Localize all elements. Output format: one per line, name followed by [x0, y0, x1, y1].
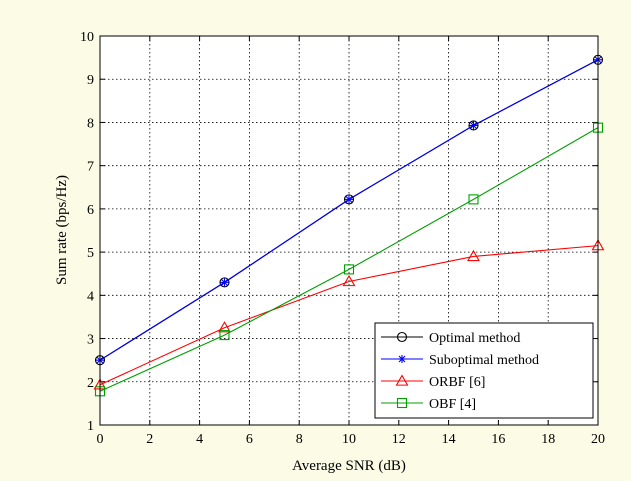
series-line	[99, 245, 599, 386]
y-tick-label: 3	[87, 333, 94, 348]
legend-item: Suboptimal method	[381, 353, 539, 368]
data-point-star	[345, 195, 353, 204]
y-tick-label: 10	[80, 30, 94, 45]
x-tick-label: 2	[146, 432, 153, 447]
legend-marker-star	[398, 355, 406, 363]
legend-item: ORBF [6]	[381, 374, 485, 390]
data-point-square	[219, 330, 230, 341]
y-tick-label: 4	[87, 289, 94, 304]
legend-label: OBF [4]	[429, 397, 476, 412]
legend-item: Optimal method	[381, 331, 520, 346]
y-tick-label: 7	[87, 160, 94, 175]
data-point-square	[343, 264, 355, 275]
x-tick-label: 18	[541, 432, 555, 447]
legend-label: ORBF [6]	[429, 375, 485, 390]
x-tick-label: 12	[392, 432, 406, 447]
x-tick-label: 14	[442, 432, 456, 447]
legend-box	[374, 322, 594, 419]
y-tick-label: 8	[87, 116, 94, 131]
legend-item: OBF [4]	[381, 397, 476, 412]
y-tick-label: 2	[87, 376, 94, 391]
data-point-circle	[219, 277, 230, 288]
data-point-star	[469, 121, 478, 130]
legend-marker-triangle	[395, 374, 409, 386]
data-point-triangle	[467, 249, 480, 262]
legend-label: Suboptimal method	[429, 353, 539, 368]
x-axis-title: Average SNR (dB)	[292, 458, 406, 474]
data-point-triangle	[342, 274, 356, 287]
x-tick-label: 6	[246, 432, 253, 447]
legend-marker-square	[396, 397, 408, 409]
y-tick-label: 9	[87, 73, 94, 88]
y-tick-label: 5	[87, 246, 94, 261]
x-tick-label: 10	[342, 432, 356, 447]
data-point-circle	[468, 120, 479, 131]
x-tick-label: 16	[491, 432, 505, 447]
legend-label: Optimal method	[429, 331, 520, 346]
legend-marker-circle	[396, 331, 408, 343]
x-tick-label: 4	[196, 432, 203, 447]
x-tick-label: 8	[296, 432, 303, 447]
y-axis-title: Sum rate (bps/Hz)	[54, 175, 70, 285]
x-tick-label: 20	[591, 432, 605, 447]
y-tick-label: 1	[87, 419, 94, 434]
data-point-circle	[343, 194, 355, 205]
series-line	[99, 127, 599, 392]
y-tick-label: 6	[87, 203, 94, 218]
data-point-triangle	[218, 321, 231, 333]
data-point-star	[220, 278, 229, 287]
legend: Optimal method Suboptimal method ORBF [6] O…	[374, 322, 594, 419]
x-tick-label: 0	[97, 432, 104, 447]
plot-frame	[99, 35, 599, 426]
data-point-square	[468, 194, 479, 205]
